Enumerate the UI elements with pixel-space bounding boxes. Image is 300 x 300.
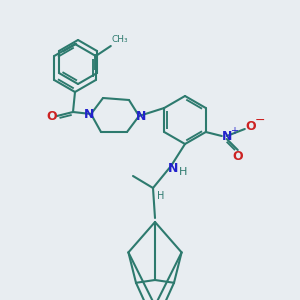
Text: N: N xyxy=(168,161,178,175)
Text: O: O xyxy=(232,151,243,164)
Text: CH₃: CH₃ xyxy=(112,35,128,44)
Text: O: O xyxy=(47,110,57,122)
Text: H: H xyxy=(157,191,165,201)
Text: N: N xyxy=(84,107,94,121)
Text: +: + xyxy=(230,126,238,136)
Text: O: O xyxy=(245,119,256,133)
Text: H: H xyxy=(179,167,187,177)
Text: N: N xyxy=(136,110,146,122)
Text: N: N xyxy=(222,130,232,142)
Text: −: − xyxy=(254,113,265,127)
